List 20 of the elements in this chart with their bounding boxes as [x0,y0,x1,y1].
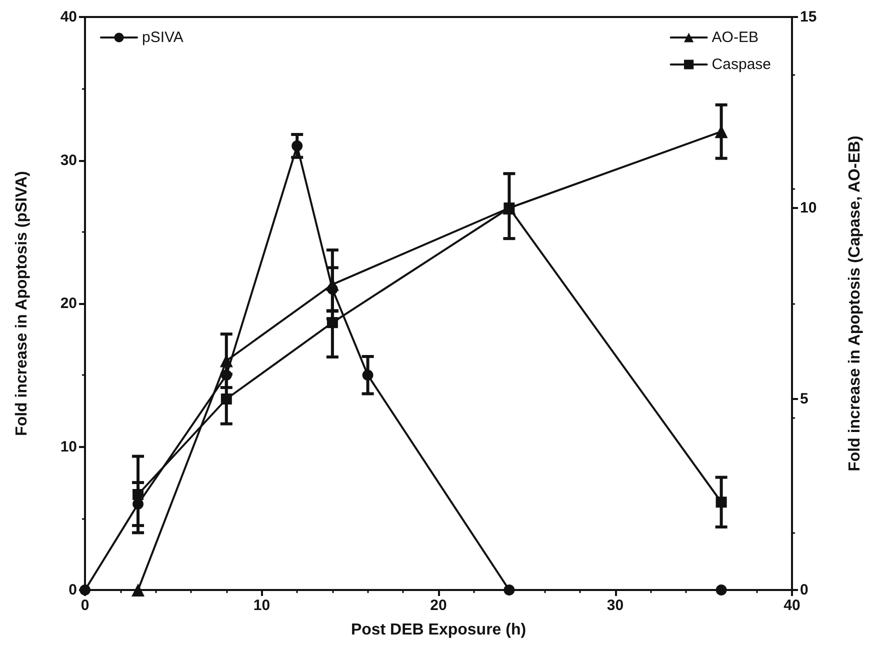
legend-label: pSIVA [142,29,184,46]
x-tick-label: 0 [80,597,90,614]
y-axis-title: Fold increase in Apoptosis (pSIVA) [14,171,30,436]
y-tick-label: 30 [60,152,77,169]
legend-label: Caspase [712,56,771,73]
y2-tick-label: 15 [800,8,817,26]
y-tick-label: 10 [60,438,77,456]
x-tick-label: 30 [606,597,624,614]
legend-label: AO-EB [712,29,758,46]
y2-tick-label: 10 [800,200,817,216]
x-tick-label: 10 [253,597,270,614]
x-tick-label: 40 [784,597,800,614]
x-tick-label: 20 [430,597,447,614]
y-tick-label: 0 [68,582,77,598]
y2-tick-label: 0 [800,582,808,598]
y-tick-label: 20 [60,295,77,312]
y2-axis-title: Fold increase in Apoptosis (Capase, AO-EB) [846,136,864,472]
y-tick-label: 40 [60,8,77,26]
x-axis-title: Post DEB Exposure (h) [350,622,526,638]
y2-tick-label: 5 [800,390,808,408]
